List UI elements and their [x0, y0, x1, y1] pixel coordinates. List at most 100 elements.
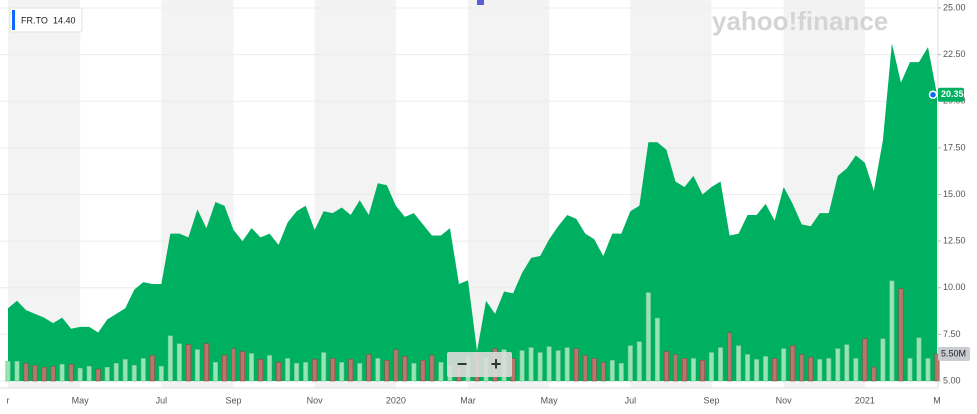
- volume-bar: [835, 348, 841, 382]
- volume-bar: [781, 348, 787, 382]
- volume-bar: [339, 362, 345, 382]
- volume-bar: [14, 361, 20, 382]
- volume-bar: [844, 344, 850, 382]
- volume-bar: [59, 364, 65, 382]
- volume-bar: [122, 359, 128, 382]
- volume-bar: [113, 363, 119, 382]
- volume-bar: [709, 352, 715, 382]
- zoom-in[interactable]: +: [491, 354, 502, 374]
- volume-bar: [176, 343, 182, 382]
- volume-bar: [853, 358, 859, 382]
- y-tick-label: 5.00: [943, 375, 961, 385]
- volume-bar: [402, 356, 408, 382]
- volume-bar: [672, 354, 678, 382]
- x-tick-label: 2020: [386, 395, 406, 405]
- x-tick-label: Jul: [625, 395, 637, 405]
- volume-bar: [41, 366, 47, 382]
- volume-bar: [167, 335, 173, 382]
- volume-bar: [330, 358, 336, 382]
- volume-bar: [880, 338, 886, 382]
- volume-bar: [185, 344, 191, 382]
- y-tick-label: 15.00: [943, 189, 966, 199]
- volume-bar: [312, 359, 318, 382]
- volume-bar: [808, 357, 814, 382]
- volume-bar: [862, 338, 868, 382]
- volume-bar: [582, 355, 588, 382]
- volume-bar: [636, 341, 642, 382]
- volume-bar: [573, 348, 579, 382]
- y-tick-label: 10.00: [943, 282, 966, 292]
- last-price-label: 20.35: [941, 89, 964, 99]
- volume-bar: [32, 364, 38, 382]
- volume-bar: [68, 364, 74, 382]
- volume-bar: [420, 360, 426, 382]
- volume-bar: [249, 353, 255, 382]
- plot: [5, 43, 940, 382]
- zoom-out[interactable]: −: [457, 354, 468, 374]
- volume-bar: [654, 317, 660, 382]
- x-tick-label: Sep: [704, 395, 720, 405]
- volume-bar: [591, 358, 597, 382]
- volume-bar: [889, 280, 895, 382]
- volume-bar: [790, 345, 796, 382]
- volume-bar: [267, 355, 273, 382]
- legend-price: 14.40: [53, 15, 76, 25]
- volume-bar: [194, 349, 200, 382]
- volume-bar: [303, 362, 309, 382]
- volume-bar: [519, 350, 525, 382]
- volume-bar: [727, 332, 733, 382]
- x-tick-label: Nov: [776, 395, 793, 405]
- volume-bar: [690, 358, 696, 382]
- volume-bar: [212, 362, 218, 382]
- y-tick-label: 12.50: [943, 236, 966, 246]
- volume-bar: [555, 350, 561, 382]
- last-price-box: [938, 87, 964, 102]
- volume-bar: [384, 360, 390, 382]
- volume-bar: [718, 347, 724, 382]
- volume-bar: [203, 343, 209, 382]
- volume-bar: [429, 355, 435, 382]
- range-handle[interactable]: [477, 0, 484, 5]
- volume-bar: [916, 337, 922, 382]
- volume-bar: [528, 347, 534, 382]
- volume-bar: [564, 347, 570, 382]
- y-tick-label: 25.00: [943, 2, 966, 12]
- volume-bar: [348, 359, 354, 382]
- volume-bar: [826, 358, 832, 382]
- overlay: yahoo!finance FR.TO 14.40 − + r May Jul Sep…: [7, 0, 970, 405]
- volume-bar: [600, 362, 606, 382]
- x-tick-label: Jul: [156, 395, 168, 405]
- volume-bar: [907, 358, 913, 382]
- volume-bar: [149, 355, 155, 382]
- volume-bar: [23, 363, 29, 382]
- volume-bar: [86, 365, 92, 382]
- volume-bar: [131, 364, 137, 382]
- volume-bar: [5, 361, 11, 382]
- volume-bar: [537, 352, 543, 382]
- x-tick-label: May: [541, 395, 559, 405]
- volume-bar: [681, 358, 687, 382]
- x-tick-label: 2021: [855, 395, 875, 405]
- volume-bar: [240, 351, 246, 382]
- volume-bar: [618, 363, 624, 382]
- watermark: yahoo!finance: [712, 6, 888, 36]
- y-tick-label: 7.50: [943, 329, 961, 339]
- volume-bar: [799, 354, 805, 382]
- volume-bar: [438, 362, 444, 382]
- volume-bar: [276, 362, 282, 382]
- volume-bar: [934, 353, 940, 382]
- volume-bar: [50, 365, 56, 382]
- volume-bar: [645, 292, 651, 382]
- volume-bar: [375, 358, 381, 382]
- legend-swatch: [12, 10, 15, 30]
- volume-bar: [104, 366, 110, 382]
- volume-bar: [898, 288, 904, 382]
- x-tick-label: May: [72, 395, 90, 405]
- volume-bar: [663, 351, 669, 382]
- zoom-control: [447, 352, 512, 377]
- volume-bar: [772, 358, 778, 382]
- volume-bar: [871, 366, 877, 382]
- volume-bar: [140, 358, 146, 382]
- volume-bar: [357, 363, 363, 382]
